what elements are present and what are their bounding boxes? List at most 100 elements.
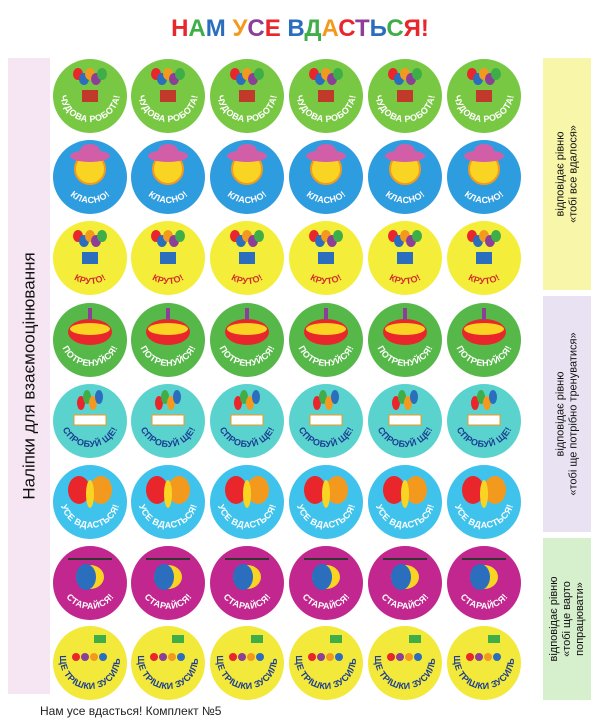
flower: [150, 653, 158, 661]
flower: [405, 653, 413, 661]
level-box: [543, 58, 591, 290]
sticker: ПОТРЕНУЙСЯ!: [131, 303, 205, 377]
balloon: [412, 68, 422, 80]
sticker-label: КЛАСНО!: [384, 189, 427, 205]
wing: [225, 476, 247, 504]
sticker: УСЕ ВДАСТЬСЯ!: [131, 465, 205, 539]
sticker: СПРОБУЙ ЩЕ!: [447, 384, 521, 458]
leaf: [234, 396, 242, 410]
gift: [318, 90, 334, 102]
sticker: ПОТРЕНУЙСЯ!: [289, 303, 363, 377]
sticker: КЛАСНО!: [210, 140, 284, 214]
sticker: ЧУДОВА РОБОТА!: [447, 59, 521, 133]
balloon: [175, 230, 185, 242]
watering-can: [251, 635, 263, 643]
wing: [168, 476, 190, 504]
sticker: КРУТО!: [53, 221, 127, 295]
wing: [247, 476, 269, 504]
sticker-text: КРУТО!: [309, 273, 344, 287]
leaf: [167, 396, 175, 410]
hat-top: [316, 144, 336, 158]
sticker: УСЕ ВДАСТЬСЯ!: [53, 465, 127, 539]
flower: [396, 653, 404, 661]
gift: [476, 252, 492, 264]
sticker-label: КЛАСНО!: [463, 189, 506, 205]
sticker: СТАРАЙСЯ!: [368, 546, 442, 620]
sticker: КРУТО!: [447, 221, 521, 295]
sticker-text: КРУТО!: [388, 273, 423, 287]
leaf: [331, 390, 339, 404]
sticker-text: КЛАСНО!: [305, 189, 348, 205]
sticker-circle: [131, 626, 205, 700]
sticker: КЛАСНО!: [368, 140, 442, 214]
level-box: [543, 538, 591, 700]
flower: [493, 653, 501, 661]
flower: [484, 653, 492, 661]
hat-top: [80, 144, 100, 158]
flower: [475, 653, 483, 661]
sticker: СТАРАЙСЯ!: [210, 546, 284, 620]
sticker: КЛАСНО!: [289, 140, 363, 214]
watering-can: [94, 635, 106, 643]
sticker: КРУТО!: [289, 221, 363, 295]
leaf: [252, 390, 260, 404]
sticker: КЛАСНО!: [131, 140, 205, 214]
wing: [405, 476, 427, 504]
flower: [81, 653, 89, 661]
sticker-label: КЛАСНО!: [69, 189, 112, 205]
top-handle: [245, 308, 249, 320]
sticker: СПРОБУЙ ЩЕ!: [53, 384, 127, 458]
sticker: ЧУДОВА РОБОТА!: [368, 59, 442, 133]
leaf: [398, 390, 406, 404]
sticker: СТАРАЙСЯ!: [289, 546, 363, 620]
book: [151, 414, 185, 426]
level-label: «тобі все вдалося»: [567, 125, 579, 223]
flower: [308, 653, 316, 661]
sticker: СТАРАЙСЯ!: [131, 546, 205, 620]
flower: [256, 653, 264, 661]
leaf: [161, 390, 169, 404]
sticker: УСЕ ВДАСТЬСЯ!: [210, 465, 284, 539]
flower: [177, 653, 185, 661]
leaf: [410, 390, 418, 404]
sticker: ЧУДОВА РОБОТА!: [53, 59, 127, 133]
hat-top: [237, 144, 257, 158]
level-label: «тобі ще варто: [561, 581, 573, 657]
top-band: [464, 323, 504, 335]
flower: [168, 653, 176, 661]
body: [164, 480, 172, 508]
sticker-text: КЛАСНО!: [463, 189, 506, 205]
sticker: УСЕ ВДАСТЬСЯ!: [289, 465, 363, 539]
sticker-circle: [289, 626, 363, 700]
gift: [82, 90, 98, 102]
watering-can: [172, 635, 184, 643]
sticker: ЧУДОВА РОБОТА!: [210, 59, 284, 133]
leaf: [392, 396, 400, 410]
spikes: [76, 564, 96, 590]
sticker: СПРОБУЙ ЩЕ!: [368, 384, 442, 458]
balloon: [491, 68, 501, 80]
hat-top: [158, 144, 178, 158]
side-label: Наліпки для взаємооцінювання: [19, 252, 38, 499]
leaf: [471, 396, 479, 410]
sticker-text: КРУТО!: [467, 273, 502, 287]
book: [73, 414, 107, 426]
leaf: [313, 396, 321, 410]
sticker: СТАРАЙСЯ!: [53, 546, 127, 620]
flower: [326, 653, 334, 661]
wing: [383, 476, 405, 504]
wing: [68, 476, 90, 504]
spikes: [391, 564, 411, 590]
leaf: [246, 396, 254, 410]
flower: [247, 653, 255, 661]
sticker: УСЕ ВДАСТЬСЯ!: [447, 465, 521, 539]
sticker-text: КЛАСНО!: [384, 189, 427, 205]
sticker-label: КРУТО!: [230, 273, 265, 287]
sticker-circle: [210, 626, 284, 700]
body: [322, 480, 330, 508]
sticker: УСЕ ВДАСТЬСЯ!: [368, 465, 442, 539]
top-band: [306, 323, 346, 335]
sticker: СТАРАЙСЯ!: [447, 546, 521, 620]
book: [467, 414, 501, 426]
